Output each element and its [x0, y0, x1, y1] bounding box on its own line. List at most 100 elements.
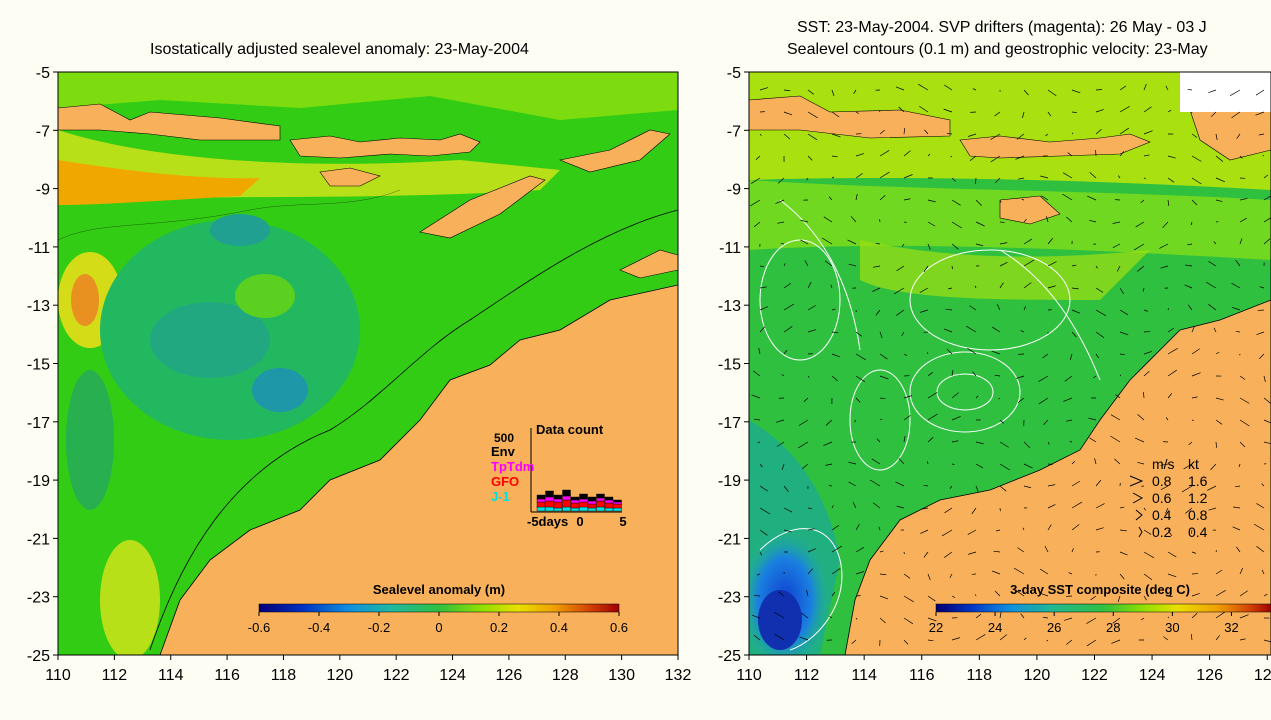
- velocity-arrow: [1213, 327, 1217, 333]
- velocity-arrow: [1119, 551, 1128, 556]
- velocity-arrow: [855, 331, 863, 337]
- velocity-arrow: [944, 551, 953, 558]
- velocity-arrow: [1231, 282, 1241, 289]
- velocity-arrow: [971, 507, 977, 515]
- right-x-tick-label: 128: [1254, 667, 1271, 684]
- velocity-arrow: [1047, 89, 1057, 97]
- velocity-arrow: [1045, 133, 1049, 137]
- velocity-arrow: [975, 221, 985, 227]
- velocity-arrow: [807, 548, 817, 553]
- left-x-tick-label: 110: [45, 667, 71, 684]
- velocity-arrow: [1071, 264, 1077, 267]
- velocity-arrow: [775, 419, 785, 423]
- velocity-arrow: [901, 243, 905, 247]
- velocity-arrow: [1256, 503, 1265, 509]
- inset-bar-segment: [545, 496, 554, 502]
- velocity-arrow: [1261, 483, 1265, 487]
- velocity-arrow: [759, 87, 769, 91]
- velocity-arrow: [996, 303, 1001, 311]
- velocity-arrow: [831, 524, 840, 531]
- velocity-arrow: [823, 216, 833, 223]
- velocity-arrow: [1208, 304, 1217, 311]
- right-y-tick-label: -7: [727, 123, 741, 140]
- left-x-tick-label: 130: [608, 667, 635, 684]
- left-colorbar-label: Sealevel anomaly (m): [373, 582, 505, 597]
- velocity-arrow: [895, 481, 905, 487]
- velocity-arrow: [756, 573, 761, 576]
- velocity-arrow: [1095, 479, 1102, 487]
- left-x-tick-label: 132: [665, 667, 692, 684]
- sla-patch-low1: [252, 368, 308, 412]
- velocity-arrow: [777, 221, 785, 224]
- velocity-arrow: [1119, 374, 1122, 377]
- right-colorbar-ticks: 22 24 26 28 30 32: [929, 612, 1239, 635]
- velocity-arrow: [831, 308, 836, 311]
- left-x-tick-label: 114: [158, 667, 184, 684]
- right-x-tick-label: 120: [1024, 667, 1051, 684]
- right-colorbar-tick-label: 30: [1165, 620, 1179, 635]
- velocity-arrow: [753, 634, 761, 641]
- velocity-arrow: [1071, 309, 1080, 314]
- velocity-arrow: [783, 326, 793, 333]
- velocity-arrow: [799, 636, 809, 641]
- velocity-arrow: [783, 349, 788, 355]
- velocity-arrow: [1191, 372, 1201, 377]
- velocity-arrow: [1062, 172, 1073, 179]
- inset-x-label: 0: [576, 514, 583, 529]
- velocity-arrow: [1191, 199, 1198, 206]
- velocity-arrow: [776, 441, 785, 447]
- velocity-legend-arrow: [1132, 492, 1144, 504]
- inset-bar-segment: [613, 503, 622, 509]
- velocity-arrow: [927, 221, 936, 227]
- velocity-arrow: [1086, 617, 1097, 624]
- velocity-arrow: [1143, 106, 1152, 113]
- velocity-arrow: [949, 485, 953, 489]
- velocity-arrow: [825, 419, 833, 426]
- right-cloud-mask: [1180, 72, 1271, 112]
- velocity-arrow: [1047, 111, 1052, 117]
- velocity-arrow: [1215, 590, 1226, 597]
- velocity-legend-header-kt: kt: [1188, 456, 1199, 472]
- velocity-arrow: [927, 573, 931, 581]
- velocity-arrow: [1068, 572, 1073, 575]
- velocity-arrow: [999, 611, 1002, 619]
- velocity-arrow: [1023, 463, 1033, 469]
- left-x-tick-label: 116: [214, 667, 240, 684]
- velocity-arrow: [1238, 463, 1241, 468]
- velocity-arrow: [1016, 133, 1025, 140]
- velocity-arrow: [1239, 590, 1248, 597]
- velocity-arrow: [879, 194, 886, 201]
- inset-legend-tptdm: TpTdm: [491, 459, 534, 474]
- velocity-arrow: [778, 591, 785, 597]
- velocity-arrow: [1167, 348, 1178, 355]
- velocity-arrow: [903, 198, 911, 201]
- left-colorbar-tick-label: 0: [435, 620, 442, 635]
- velocity-arrow: [869, 479, 881, 487]
- velocity-arrow: [1239, 419, 1250, 427]
- left-colorbar-tick-label: -0.6: [248, 620, 270, 635]
- velocity-arrow: [1017, 177, 1025, 180]
- velocity-arrow: [1071, 132, 1074, 135]
- velocity-arrow: [798, 441, 809, 449]
- velocity-arrow: [1239, 638, 1246, 641]
- velocity-legend-arrow: [1135, 509, 1143, 521]
- velocity-arrow: [944, 507, 953, 514]
- velocity-arrow: [852, 502, 857, 509]
- velocity-arrow: [923, 551, 929, 558]
- velocity-arrow: [975, 485, 979, 492]
- velocity-arrow: [855, 397, 861, 403]
- inset-bar-segment: [596, 497, 605, 502]
- velocity-arrow: [848, 481, 857, 487]
- inset-legend-j-1: J-1: [491, 489, 510, 504]
- velocity-arrow: [1047, 441, 1050, 445]
- inset-bar-segment: [545, 490, 554, 498]
- inset-bar-segment: [587, 500, 597, 505]
- velocity-arrow: [944, 84, 953, 91]
- velocity-arrow: [965, 325, 977, 333]
- velocity-arrow: [830, 284, 833, 289]
- inset-bar-segment: [587, 496, 597, 502]
- velocity-arrow: [829, 616, 833, 619]
- velocity-arrow: [1043, 419, 1049, 425]
- right-y-tick-label: -15: [718, 357, 741, 374]
